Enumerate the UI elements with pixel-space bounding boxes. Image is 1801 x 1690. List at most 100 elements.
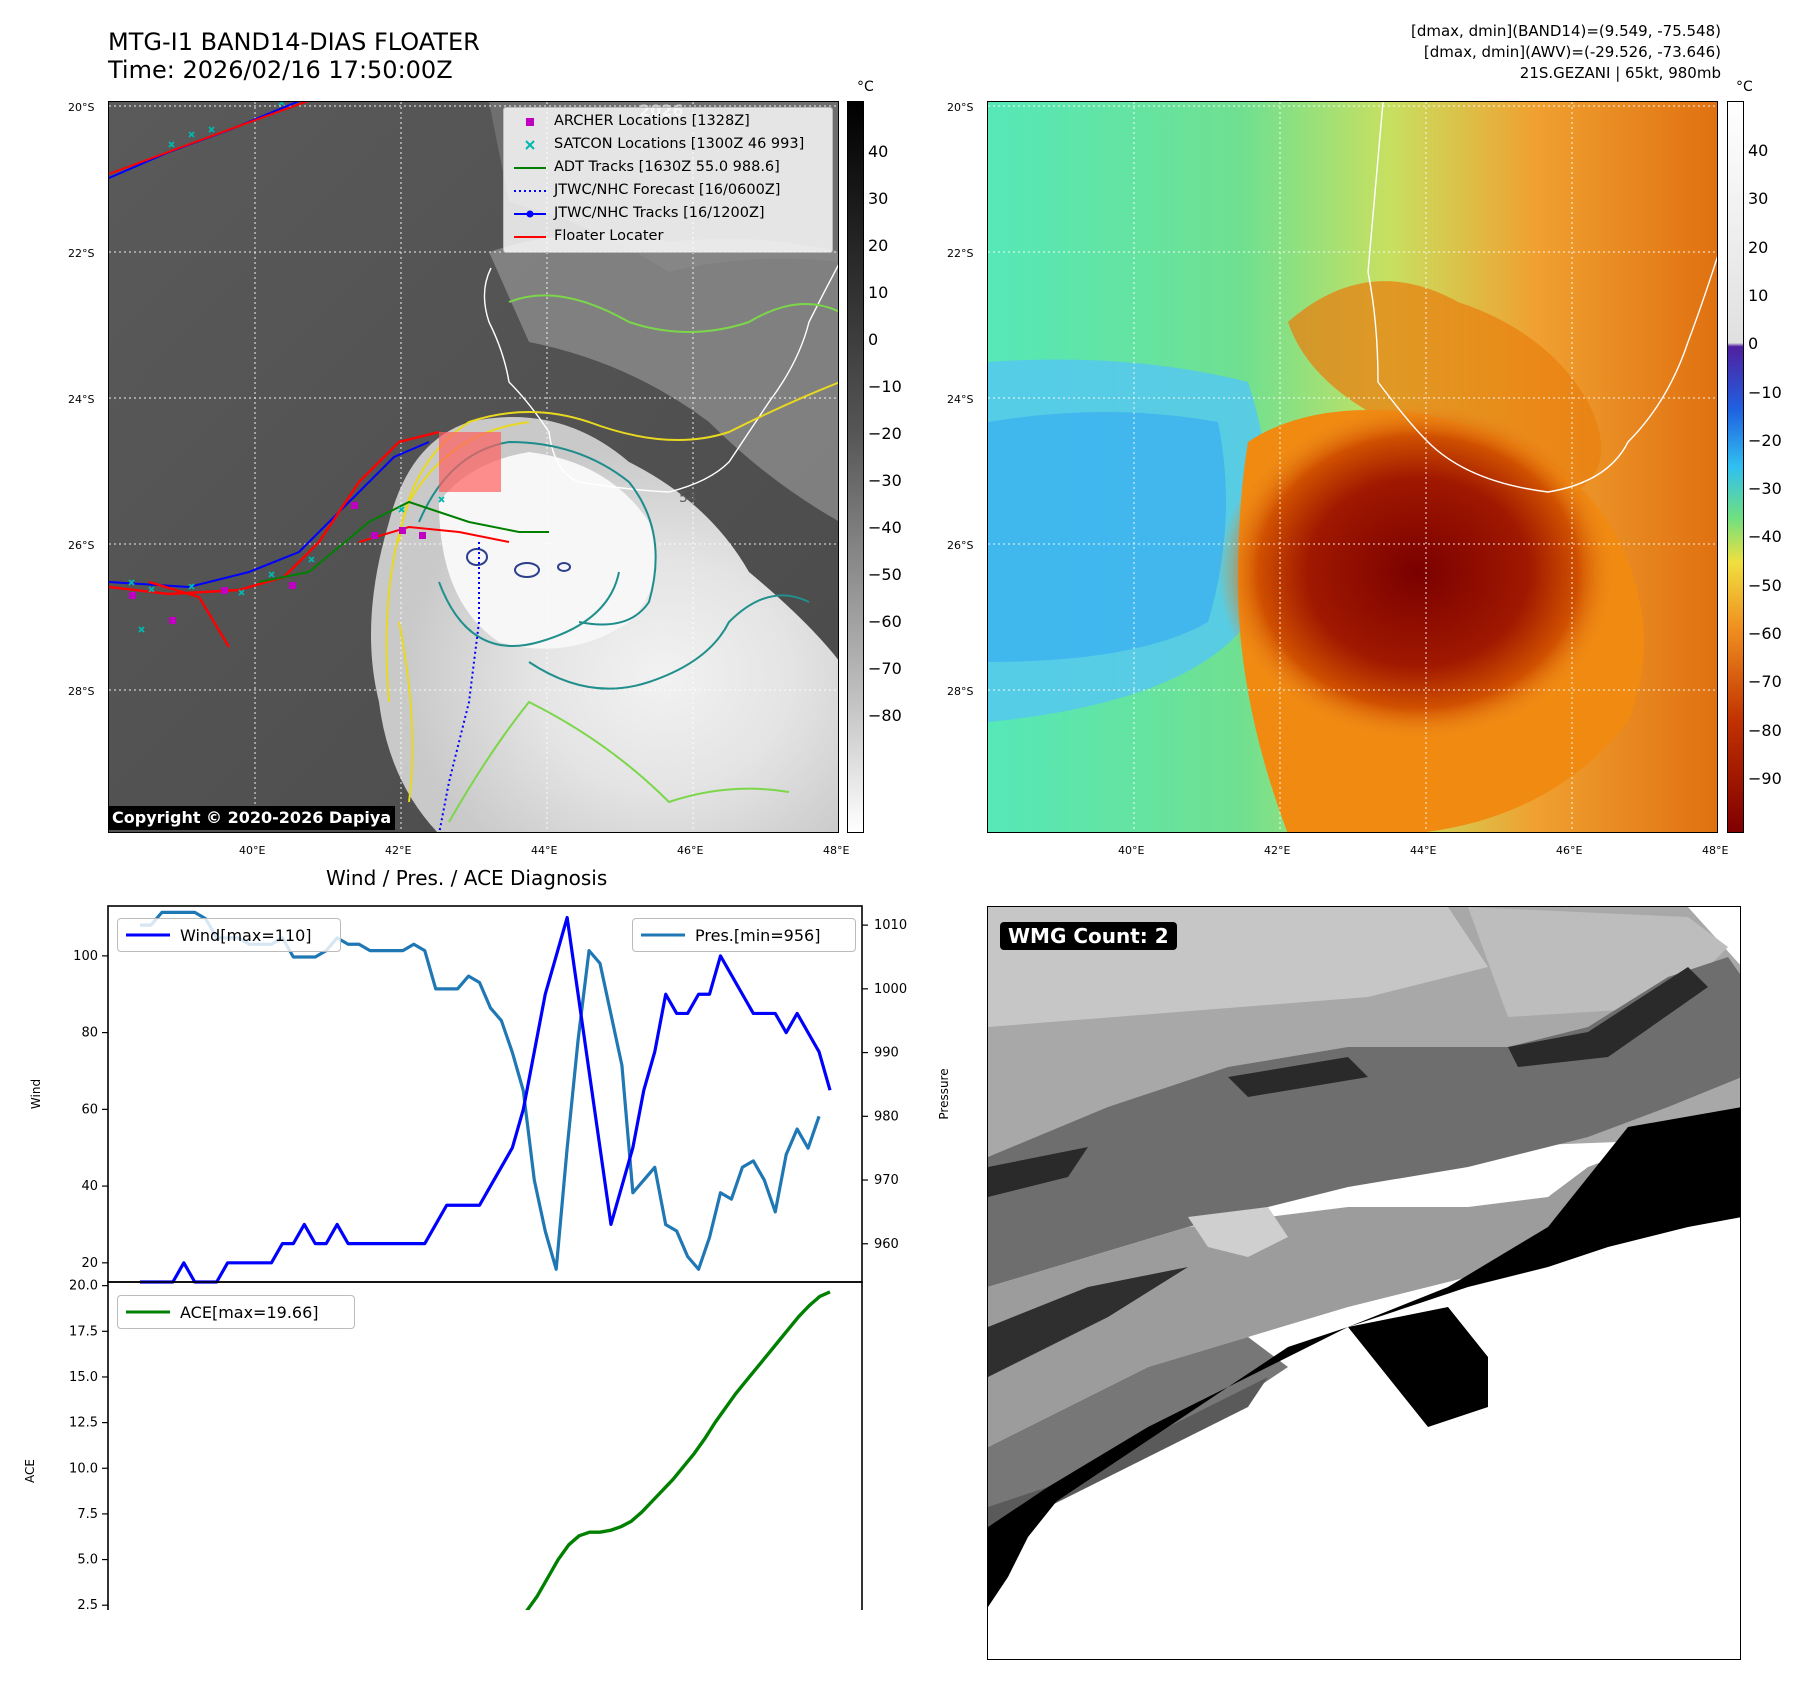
line-marker-icon	[514, 236, 546, 238]
wind-tick-label: 80	[81, 1026, 98, 1041]
colorbar-tick-label: −50	[1748, 575, 1782, 595]
colorbar-tick-label: 40	[1748, 141, 1769, 160]
colorbar-tick-label: 0	[1748, 334, 1759, 354]
colorbar-tick-label: 30	[868, 189, 889, 208]
wind-legend: Wind[max=110]	[117, 918, 341, 952]
line-marker-icon	[514, 167, 546, 169]
pressure-tick-label: 980	[874, 1109, 899, 1124]
figure-title: MTG-I1 BAND14-DIAS FLOATER	[108, 28, 480, 56]
wind-series-line	[140, 915, 832, 1284]
ace-legend: ACE[max=19.66]	[117, 1295, 355, 1329]
wind-tick-label: 100	[73, 949, 98, 964]
pressure-legend-label: Pres.[min=956]	[695, 926, 821, 945]
wmg-panel	[987, 906, 1741, 1660]
lon-label: 46°E	[677, 844, 704, 857]
lat-label: 20°S	[68, 101, 95, 114]
wind-legend-label: Wind[max=110]	[180, 926, 312, 945]
lat-label: 28°S	[947, 685, 974, 698]
lat-label: 22°S	[68, 247, 95, 260]
lat-label: 28°S	[68, 685, 95, 698]
lon-label: 48°E	[823, 844, 850, 857]
lon-label: 48°E	[1702, 844, 1729, 857]
wmg-count-badge: WMG Count: 2	[1000, 922, 1177, 950]
ir-colorbar	[847, 101, 864, 833]
awv-colorbar	[1727, 101, 1744, 833]
band14-range: [dmax, dmin](BAND14)=(9.549, -75.548)	[1410, 22, 1721, 40]
lat-label: 26°S	[68, 539, 95, 552]
lon-label: 42°E	[1264, 844, 1291, 857]
dotted-line-icon	[514, 190, 546, 192]
lon-label: 40°E	[1118, 844, 1145, 857]
wind-tick-label: 20	[81, 1256, 98, 1271]
colorbar-tick-label: −80	[868, 706, 902, 725]
ace-legend-label: ACE[max=19.66]	[180, 1303, 319, 1322]
colorbar-tick-label: −40	[868, 518, 902, 537]
colorbar-tick-label: −10	[1748, 382, 1782, 402]
colorbar-tick-label: −60	[868, 612, 902, 631]
lon-label: 40°E	[239, 844, 266, 857]
copyright-notice: Copyright © 2020-2026 Dapiya	[108, 806, 396, 830]
colorbar-tick-label: −50	[868, 565, 902, 584]
square-marker-icon	[526, 118, 534, 126]
lon-label: 42°E	[385, 844, 412, 857]
ace-tick-label: 2.5	[77, 1598, 98, 1610]
colorbar-tick-label: −10	[868, 377, 902, 396]
wind-tick-label: 40	[81, 1179, 98, 1194]
wind-line-icon	[126, 933, 170, 937]
lon-label: 44°E	[1410, 844, 1437, 857]
ace-line-icon	[126, 1310, 170, 1314]
wind-axis-title: Wind	[29, 1079, 43, 1109]
ace-tick-label: 10.0	[69, 1461, 98, 1476]
contour-label: 54	[679, 490, 697, 506]
awv-range: [dmax, dmin](AWV)=(-29.526, -73.646)	[1423, 43, 1721, 61]
ace-tick-label: 20.0	[69, 1279, 98, 1294]
x-marker-icon	[525, 140, 535, 150]
colorbar-tick-label: 0	[868, 330, 879, 349]
line-dot-icon	[514, 210, 546, 218]
jtwc-track-south	[109, 441, 430, 589]
ace-frame	[107, 1281, 863, 1610]
diagnosis-title: Wind / Pres. / ACE Diagnosis	[326, 866, 608, 890]
track-legend: ARCHER Locations [1328Z] SATCON Location…	[503, 107, 833, 253]
ace-tick-label: 7.5	[77, 1507, 98, 1522]
lat-label: 22°S	[947, 247, 974, 260]
pressure-tick-label: 960	[874, 1237, 899, 1252]
wind-pressure-frame	[107, 905, 863, 1283]
pressure-line-icon	[641, 933, 685, 937]
figure-time: Time: 2026/02/16 17:50:00Z	[108, 56, 453, 84]
wmg-image	[988, 907, 1740, 1607]
colorbar-tick-label: −40	[1748, 527, 1782, 547]
lat-label: 24°S	[68, 393, 95, 406]
colorbar-tick-label: −30	[868, 471, 902, 490]
wind-tick-label: 60	[81, 1102, 98, 1117]
awv-map-panel	[987, 101, 1718, 833]
pressure-tick-label: 1000	[874, 982, 907, 997]
jtwc-forecast	[438, 542, 480, 832]
colorbar-tick-label: 10	[868, 283, 889, 302]
pressure-tick-label: 970	[874, 1173, 899, 1188]
pressure-tick-label: 1010	[874, 918, 907, 933]
colorbar-tick-label: −80	[1748, 720, 1782, 740]
ace-series-line	[525, 1290, 831, 1610]
ace-tick-label: 15.0	[69, 1370, 98, 1385]
colorbar-tick-label: −30	[1748, 479, 1782, 499]
colorbar-tick-label: 10	[1748, 285, 1769, 305]
colorbar-tick-label: −20	[1748, 430, 1782, 450]
diagnosis-chart: 20 40 60 80 100 960 970 980 990 1000 1010 Wind Press…	[23, 905, 951, 1610]
lon-label: 44°E	[531, 844, 558, 857]
colorbar-tick-label: −20	[868, 424, 902, 443]
colorbar-tick-label: −70	[1748, 672, 1782, 692]
colorbar-unit: °C	[1736, 79, 1753, 95]
awv-map	[988, 102, 1717, 832]
colorbar-unit: °C	[857, 79, 874, 95]
colorbar-tick-label: 40	[868, 142, 889, 161]
colorbar-tick-label: 20	[868, 236, 889, 255]
colorbar-tick-label: 20	[1748, 237, 1769, 257]
pressure-tick-label: 990	[874, 1046, 899, 1061]
pressure-axis-title: Pressure	[937, 1068, 951, 1119]
lat-label: 20°S	[947, 101, 974, 114]
ace-tick-label: 5.0	[77, 1553, 98, 1568]
colorbar-tick-label: 30	[1748, 189, 1769, 209]
lon-label: 46°E	[1556, 844, 1583, 857]
lat-label: 26°S	[947, 539, 974, 552]
